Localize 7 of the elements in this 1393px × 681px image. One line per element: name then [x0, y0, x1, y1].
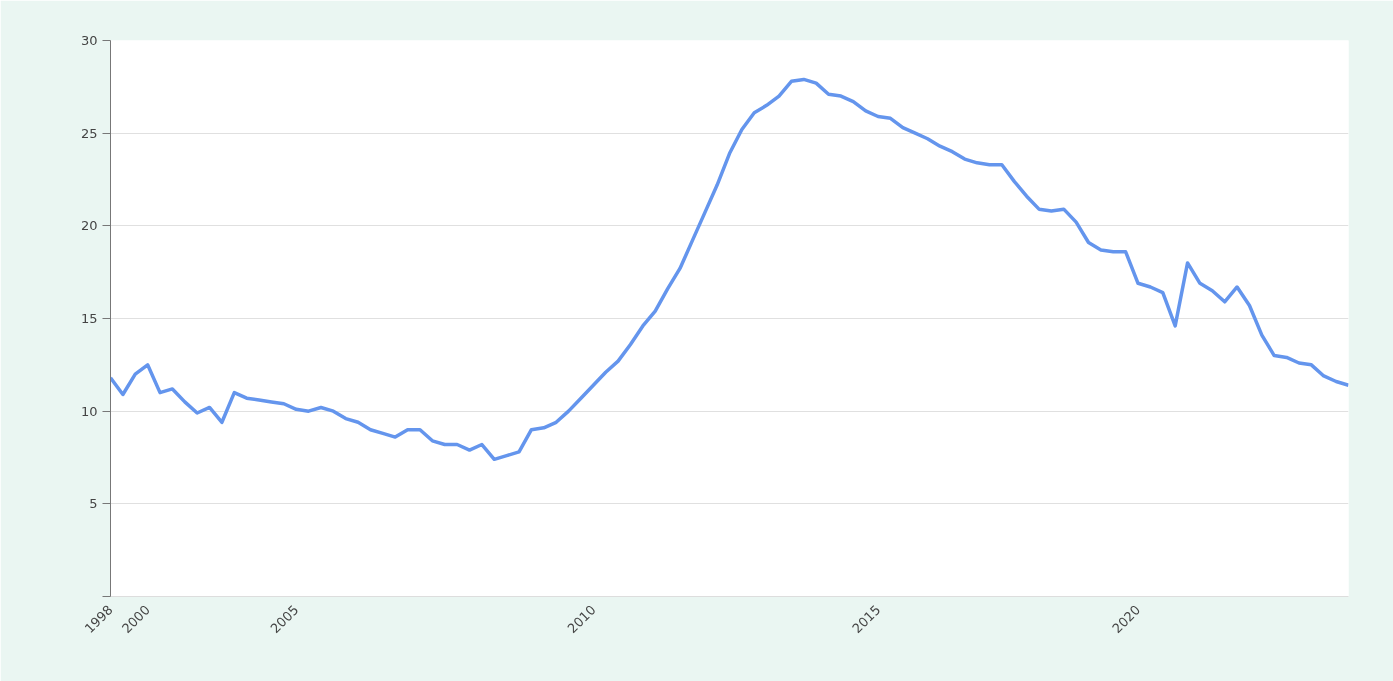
- y-tick-label: 30: [80, 33, 98, 48]
- y-tick-label: 5: [89, 496, 98, 512]
- y-tick-label: 10: [80, 403, 98, 419]
- y-tick-label: 20: [80, 218, 98, 234]
- line-series: [110, 77, 1349, 462]
- y-tick-label: 25: [80, 125, 98, 141]
- y-tick-label: 15: [80, 311, 98, 326]
